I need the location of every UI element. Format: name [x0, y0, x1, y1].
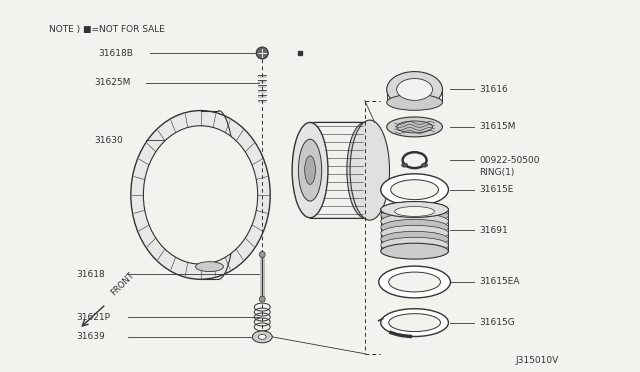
Ellipse shape [422, 163, 428, 167]
Text: 31630: 31630 [94, 136, 123, 145]
Ellipse shape [196, 262, 223, 272]
Ellipse shape [298, 139, 322, 201]
Ellipse shape [381, 202, 449, 217]
Ellipse shape [397, 121, 433, 133]
Ellipse shape [381, 309, 449, 337]
Text: J315010V: J315010V [516, 356, 559, 365]
Ellipse shape [259, 251, 265, 257]
Ellipse shape [381, 208, 449, 223]
Ellipse shape [402, 163, 408, 167]
Text: 31639: 31639 [76, 332, 105, 341]
Ellipse shape [381, 237, 449, 253]
Ellipse shape [292, 122, 328, 218]
Ellipse shape [388, 272, 440, 292]
Text: NOTE ) ■=NOT FOR SALE: NOTE ) ■=NOT FOR SALE [49, 25, 165, 34]
Ellipse shape [381, 174, 449, 206]
Text: 31621P: 31621P [76, 312, 110, 321]
Ellipse shape [397, 78, 433, 100]
Text: 00922-50500: 00922-50500 [479, 155, 540, 165]
Text: 31615E: 31615E [479, 185, 514, 194]
Ellipse shape [381, 214, 449, 229]
Ellipse shape [388, 314, 440, 331]
Text: 31616: 31616 [479, 85, 508, 94]
Text: 31615G: 31615G [479, 318, 515, 327]
Ellipse shape [390, 180, 438, 200]
Text: RING(1): RING(1) [479, 167, 515, 177]
Text: 31691: 31691 [479, 226, 508, 235]
Text: 31618B: 31618B [98, 48, 133, 58]
Ellipse shape [381, 231, 449, 247]
Text: 31625M: 31625M [94, 78, 131, 87]
Ellipse shape [347, 122, 383, 218]
Ellipse shape [395, 206, 435, 217]
Ellipse shape [387, 94, 442, 110]
Text: 31618: 31618 [76, 270, 105, 279]
Ellipse shape [381, 219, 449, 235]
Text: 31615M: 31615M [479, 122, 516, 131]
Ellipse shape [387, 117, 442, 137]
Ellipse shape [381, 202, 449, 217]
Text: 31615EA: 31615EA [479, 278, 520, 286]
Ellipse shape [381, 243, 449, 259]
Ellipse shape [305, 156, 316, 185]
Ellipse shape [252, 331, 272, 343]
Ellipse shape [259, 296, 265, 302]
Text: FRONT: FRONT [109, 270, 136, 297]
Ellipse shape [387, 71, 442, 107]
Ellipse shape [350, 120, 390, 220]
Ellipse shape [259, 334, 266, 339]
Ellipse shape [131, 110, 270, 279]
Ellipse shape [256, 47, 268, 59]
Ellipse shape [143, 126, 258, 264]
Ellipse shape [381, 225, 449, 241]
Ellipse shape [379, 266, 451, 298]
